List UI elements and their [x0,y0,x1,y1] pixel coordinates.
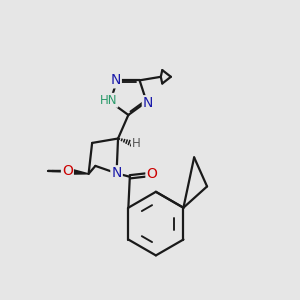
Text: N: N [110,73,121,87]
Text: O: O [62,164,73,178]
Text: N: N [111,166,122,180]
Text: H: H [132,137,141,150]
Text: N: N [143,96,153,110]
Polygon shape [69,169,88,174]
Text: O: O [146,167,157,182]
Text: HN: HN [100,94,117,107]
